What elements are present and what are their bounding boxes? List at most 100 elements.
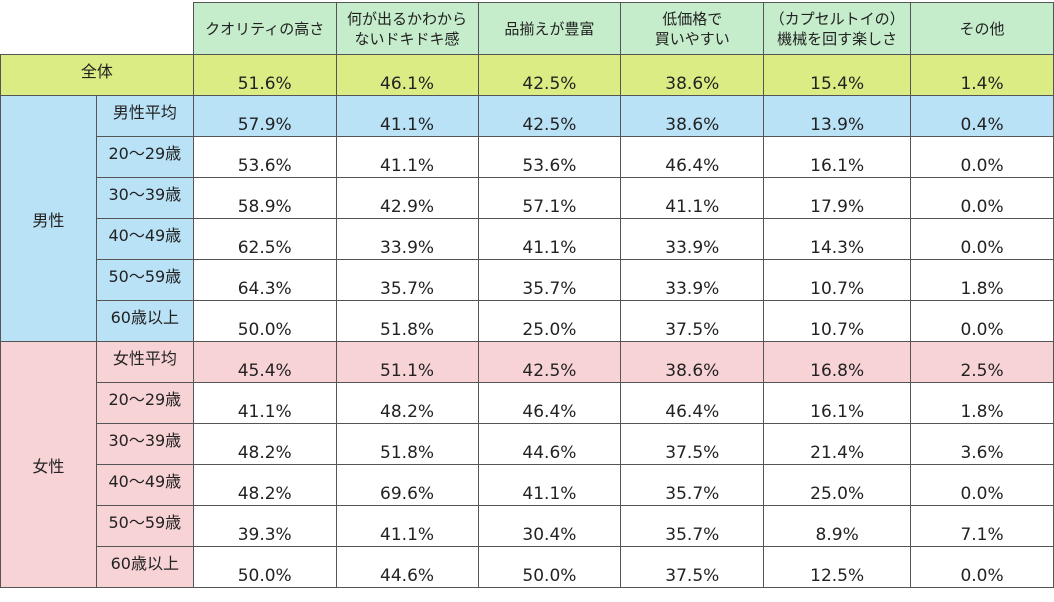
cell: 15.4% — [763, 54, 912, 96]
cell: 37.5% — [620, 546, 765, 588]
row-label: 60歳以上 — [95, 300, 194, 342]
cell: 53.6% — [192, 136, 337, 178]
table-row: 60歳以上 50.0% 44.6% 50.0% 37.5% 12.5% 0.0% — [1, 546, 1054, 588]
table-row: 30～39歳 58.9% 42.9% 57.1% 41.1% 17.9% 0.0% — [1, 177, 1054, 219]
cell: 25.0% — [477, 300, 622, 342]
cell: 46.4% — [620, 382, 765, 424]
cell: 57.9% — [192, 95, 337, 137]
cell: 41.1% — [335, 505, 479, 547]
row-label: 40～49歳 — [95, 464, 194, 506]
cell: 48.2% — [335, 382, 479, 424]
cell: 0.0% — [910, 218, 1054, 260]
cell: 41.1% — [335, 95, 479, 137]
cell: 35.7% — [620, 505, 765, 547]
cell: 41.1% — [620, 177, 765, 219]
row-label: 20～29歳 — [95, 382, 194, 424]
cell: 1.8% — [910, 382, 1054, 424]
table-row: 男性 男性平均 57.9% 41.1% 42.5% 38.6% 13.9% 0.4% — [0, 95, 1054, 342]
cell: 8.9% — [763, 505, 912, 547]
cell: 2.5% — [910, 341, 1054, 383]
cell: 0.0% — [910, 464, 1054, 506]
cell: 33.9% — [620, 259, 765, 301]
table-row: 50～59歳 39.3% 41.1% 30.4% 35.7% 8.9% 7.1% — [1, 505, 1054, 547]
col-header: 品揃えが豊富 — [477, 2, 622, 55]
cell: 51.8% — [335, 423, 479, 465]
cell: 1.8% — [910, 259, 1054, 301]
cell: 51.1% — [335, 341, 479, 383]
cell: 30.4% — [477, 505, 622, 547]
cell: 37.5% — [620, 300, 765, 342]
cell: 41.1% — [192, 382, 337, 424]
cell: 42.5% — [477, 95, 622, 137]
cell: 46.4% — [477, 382, 622, 424]
cell: 41.1% — [477, 464, 622, 506]
row-label: 40～49歳 — [95, 218, 194, 260]
table-row: 20～29歳 53.6% 41.1% 53.6% 46.4% 16.1% 0.0% — [1, 136, 1054, 178]
cell: 35.7% — [477, 259, 622, 301]
cell: 42.5% — [477, 54, 622, 96]
row-label: 全体 — [0, 54, 194, 96]
cell: 45.4% — [192, 341, 337, 383]
cell: 0.0% — [910, 177, 1054, 219]
cell: 33.9% — [335, 218, 479, 260]
group-label: 男性 — [0, 95, 97, 342]
row-label: 女性平均 — [95, 341, 194, 383]
row-label: 50～59歳 — [95, 505, 194, 547]
row-label: 20～29歳 — [95, 136, 194, 178]
table-row: 60歳以上 50.0% 51.8% 25.0% 37.5% 10.7% 0.0% — [1, 300, 1054, 342]
cell: 38.6% — [620, 95, 765, 137]
cell: 16.1% — [763, 136, 912, 178]
cell: 51.6% — [192, 54, 337, 96]
cell: 35.7% — [335, 259, 479, 301]
cell: 42.5% — [477, 341, 622, 383]
row-label: 30～39歳 — [95, 423, 194, 465]
cell: 42.9% — [335, 177, 479, 219]
cell: 14.3% — [763, 218, 912, 260]
cell: 58.9% — [192, 177, 337, 219]
survey-table: クオリティの高さ 何が出るかわから ないドキドキ感 品揃えが豊富 低価格で 買い… — [0, 2, 1054, 588]
table-row: 女性 女性平均 45.4% 51.1% 42.5% 38.6% 16.8% 2.5% — [0, 341, 1054, 588]
cell: 0.0% — [910, 546, 1054, 588]
cell: 17.9% — [763, 177, 912, 219]
cell: 50.0% — [192, 546, 337, 588]
cell: 46.1% — [335, 54, 479, 96]
cell: 10.7% — [763, 300, 912, 342]
col-header: クオリティの高さ — [192, 2, 337, 55]
cell: 33.9% — [620, 218, 765, 260]
table-row: 20～29歳 41.1% 48.2% 46.4% 46.4% 16.1% 1.8% — [1, 382, 1054, 424]
cell: 38.6% — [620, 54, 765, 96]
cell: 0.0% — [910, 136, 1054, 178]
table-row: 50～59歳 64.3% 35.7% 35.7% 33.9% 10.7% 1.8% — [1, 259, 1054, 301]
corner-cell — [0, 2, 194, 55]
cell: 50.0% — [477, 546, 622, 588]
cell: 39.3% — [192, 505, 337, 547]
cell: 21.4% — [763, 423, 912, 465]
total-row: 全体 51.6% 46.1% 42.5% 38.6% 15.4% 1.4% — [0, 54, 1054, 96]
cell: 13.9% — [763, 95, 912, 137]
cell: 53.6% — [477, 136, 622, 178]
row-label: 30～39歳 — [95, 177, 194, 219]
cell: 41.1% — [335, 136, 479, 178]
row-label: 男性平均 — [95, 95, 194, 137]
cell: 44.6% — [335, 546, 479, 588]
cell: 57.1% — [477, 177, 622, 219]
col-header: （カプセルトイの） 機械を回す楽しさ — [763, 2, 912, 55]
cell: 41.1% — [477, 218, 622, 260]
col-header: その他 — [910, 2, 1054, 55]
row-label: 50～59歳 — [95, 259, 194, 301]
cell: 3.6% — [910, 423, 1054, 465]
row-label: 60歳以上 — [95, 546, 194, 588]
cell: 25.0% — [763, 464, 912, 506]
cell: 1.4% — [910, 54, 1054, 96]
cell: 62.5% — [192, 218, 337, 260]
cell: 48.2% — [192, 423, 337, 465]
cell: 44.6% — [477, 423, 622, 465]
cell: 46.4% — [620, 136, 765, 178]
col-header: 低価格で 買いやすい — [620, 2, 765, 55]
cell: 51.8% — [335, 300, 479, 342]
table-row: 40～49歳 62.5% 33.9% 41.1% 33.9% 14.3% 0.0% — [1, 218, 1054, 260]
cell: 35.7% — [620, 464, 765, 506]
cell: 37.5% — [620, 423, 765, 465]
cell: 38.6% — [620, 341, 765, 383]
group-label: 女性 — [0, 341, 97, 588]
